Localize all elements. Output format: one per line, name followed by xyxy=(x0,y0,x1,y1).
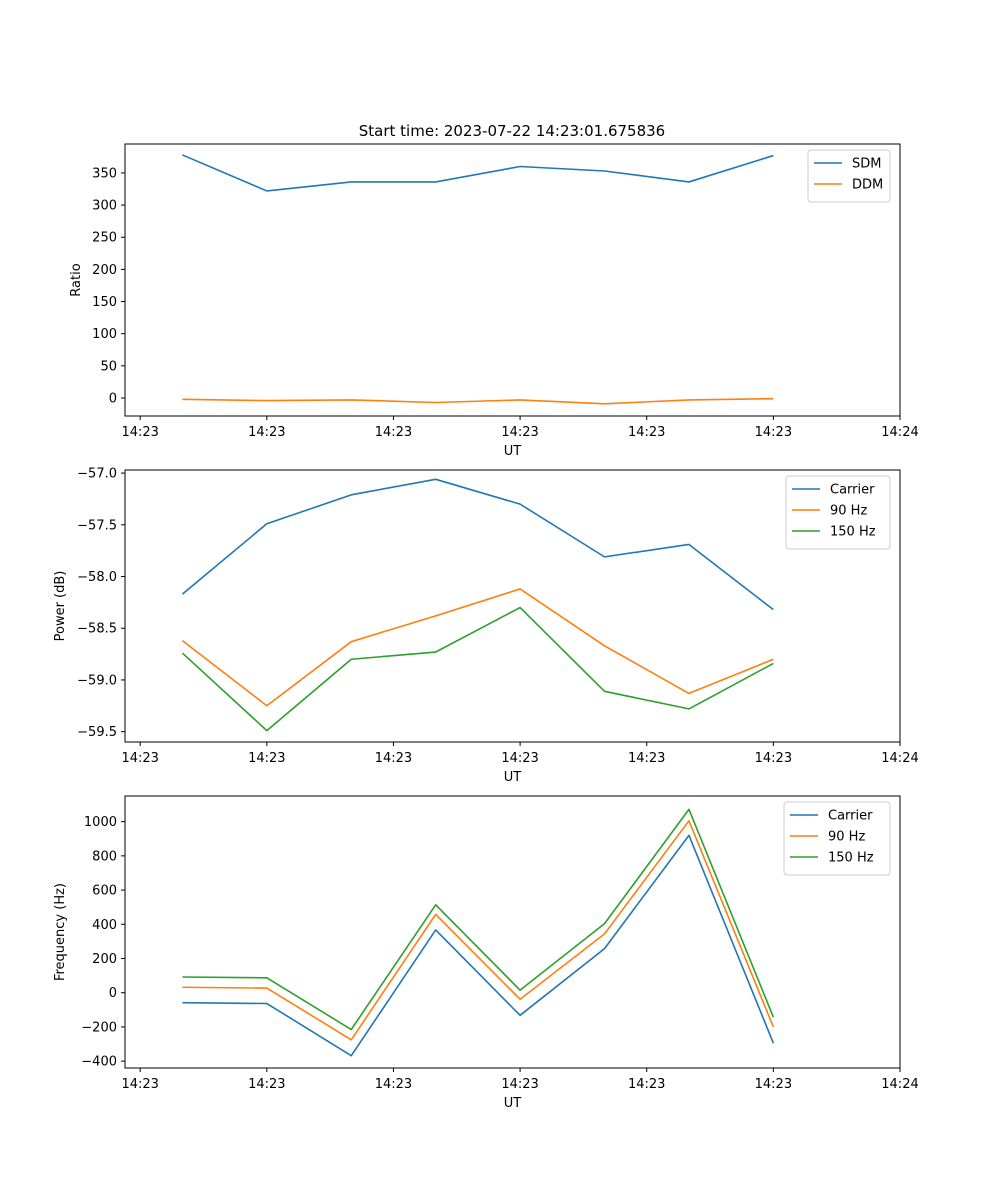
y-tick-label: −57.0 xyxy=(77,467,117,482)
x-tick-label: 14:23 xyxy=(375,425,412,440)
y-tick-label: −59.5 xyxy=(77,725,117,740)
x-tick-label: 14:23 xyxy=(628,751,665,766)
x-tick-label: 14:23 xyxy=(248,1077,285,1092)
x-axis-label: UT xyxy=(504,1096,522,1111)
x-tick-label: 14:23 xyxy=(755,425,792,440)
x-axis-label: UT xyxy=(504,770,522,785)
x-tick-label: 14:23 xyxy=(375,1077,412,1092)
y-tick-label: 250 xyxy=(92,231,117,246)
x-tick-label: 14:23 xyxy=(501,751,538,766)
legend-label: Carrier xyxy=(828,809,873,824)
legend-label: 90 Hz xyxy=(830,504,867,519)
x-tick-label: 14:23 xyxy=(248,751,285,766)
y-tick-label: 200 xyxy=(92,952,117,967)
x-axis-label: UT xyxy=(504,444,522,459)
y-tick-label: 800 xyxy=(92,849,117,864)
legend-label: 150 Hz xyxy=(830,525,876,540)
legend-label: DDM xyxy=(852,178,883,193)
legend: SDM DDM xyxy=(807,149,891,203)
x-tick-label: 14:23 xyxy=(628,425,665,440)
series-line-150-hz xyxy=(181,606,774,732)
legend-label: 150 Hz xyxy=(828,851,874,866)
y-tick-label: 100 xyxy=(92,327,117,342)
series-line-90-hz xyxy=(181,588,774,707)
x-tick-label: 14:23 xyxy=(501,1077,538,1092)
series-line-carrier xyxy=(182,834,775,1057)
subplot-2: −59.5 −59.0 −58.5 −58.0 −57.5 −57.0 14:23 14:23… xyxy=(53,467,919,785)
x-tick-label: 14:23 xyxy=(501,425,538,440)
y-tick-label: 150 xyxy=(92,295,117,310)
y-tick-label: −400 xyxy=(81,1055,117,1070)
y-tick-label: 350 xyxy=(92,166,117,181)
y-axis-label: Power (dB) xyxy=(53,571,68,642)
axes-frame xyxy=(124,143,901,417)
series-line-sdm xyxy=(182,154,774,192)
series-line-ddm xyxy=(182,397,774,405)
series-line-carrier xyxy=(181,478,774,611)
axes-frame xyxy=(124,469,901,743)
x-tick-label: 14:23 xyxy=(121,751,158,766)
x-tick-label: 14:24 xyxy=(881,1077,918,1092)
y-tick-label: 200 xyxy=(92,263,117,278)
axes-frame xyxy=(124,795,901,1069)
x-tick-label: 14:24 xyxy=(881,425,918,440)
series-line-90-hz xyxy=(182,820,775,1041)
figure-title: Start time: 2023-07-22 14:23:01.675836 xyxy=(359,122,665,140)
y-tick-label: −57.5 xyxy=(77,518,117,533)
y-tick-label: −200 xyxy=(81,1020,117,1035)
y-tick-label: 600 xyxy=(92,884,117,899)
legend-label: 90 Hz xyxy=(828,830,865,845)
y-axis-label: Frequency (Hz) xyxy=(53,883,68,981)
legend: Carrier 90 Hz 150 Hz xyxy=(785,475,891,550)
y-axis-label: Ratio xyxy=(69,263,84,296)
y-tick-label: 50 xyxy=(100,359,117,374)
x-tick-label: 14:23 xyxy=(375,751,412,766)
subplot-3: −400 −200 0 200 400 600 800 1000 14:23 14:23 14:23… xyxy=(53,795,919,1111)
subplot-1: 0 50 100 150 200 250 300 350 14:23 14:23 14:23 14:2… xyxy=(69,143,919,459)
x-tick-label: 14:24 xyxy=(881,751,918,766)
y-tick-label: 1000 xyxy=(84,815,117,830)
legend: Carrier 90 Hz 150 Hz xyxy=(783,801,891,876)
x-tick-label: 14:23 xyxy=(755,1077,792,1092)
x-tick-label: 14:23 xyxy=(628,1077,665,1092)
y-tick-label: −58.0 xyxy=(77,570,117,585)
x-tick-label: 14:23 xyxy=(121,425,158,440)
y-tick-label: −59.0 xyxy=(77,673,117,688)
y-tick-label: −58.5 xyxy=(77,622,117,637)
x-tick-label: 14:23 xyxy=(121,1077,158,1092)
legend-label: SDM xyxy=(852,157,881,172)
y-tick-label: 400 xyxy=(92,918,117,933)
legend-label: Carrier xyxy=(830,483,875,498)
x-tick-label: 14:23 xyxy=(248,425,285,440)
y-tick-label: 300 xyxy=(92,199,117,214)
x-tick-label: 14:23 xyxy=(755,751,792,766)
series-line-150-hz xyxy=(182,808,775,1031)
y-tick-label: 0 xyxy=(109,986,117,1001)
y-tick-label: 0 xyxy=(109,391,117,406)
subplots: 0 50 100 150 200 250 300 350 14:23 14:23 14:23 14:2… xyxy=(53,143,919,1111)
